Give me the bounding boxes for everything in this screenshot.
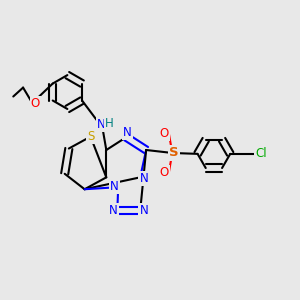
Text: S: S bbox=[87, 130, 94, 143]
Text: N: N bbox=[109, 204, 118, 218]
Text: N: N bbox=[140, 172, 148, 185]
Text: N: N bbox=[123, 126, 132, 139]
Text: O: O bbox=[31, 97, 40, 110]
Text: N: N bbox=[110, 180, 119, 193]
Text: O: O bbox=[159, 127, 169, 140]
Text: N: N bbox=[140, 204, 148, 218]
Text: S: S bbox=[169, 146, 178, 160]
Text: N: N bbox=[97, 118, 105, 131]
Text: Cl: Cl bbox=[255, 147, 267, 161]
Text: O: O bbox=[159, 166, 169, 179]
Text: H: H bbox=[105, 117, 113, 130]
